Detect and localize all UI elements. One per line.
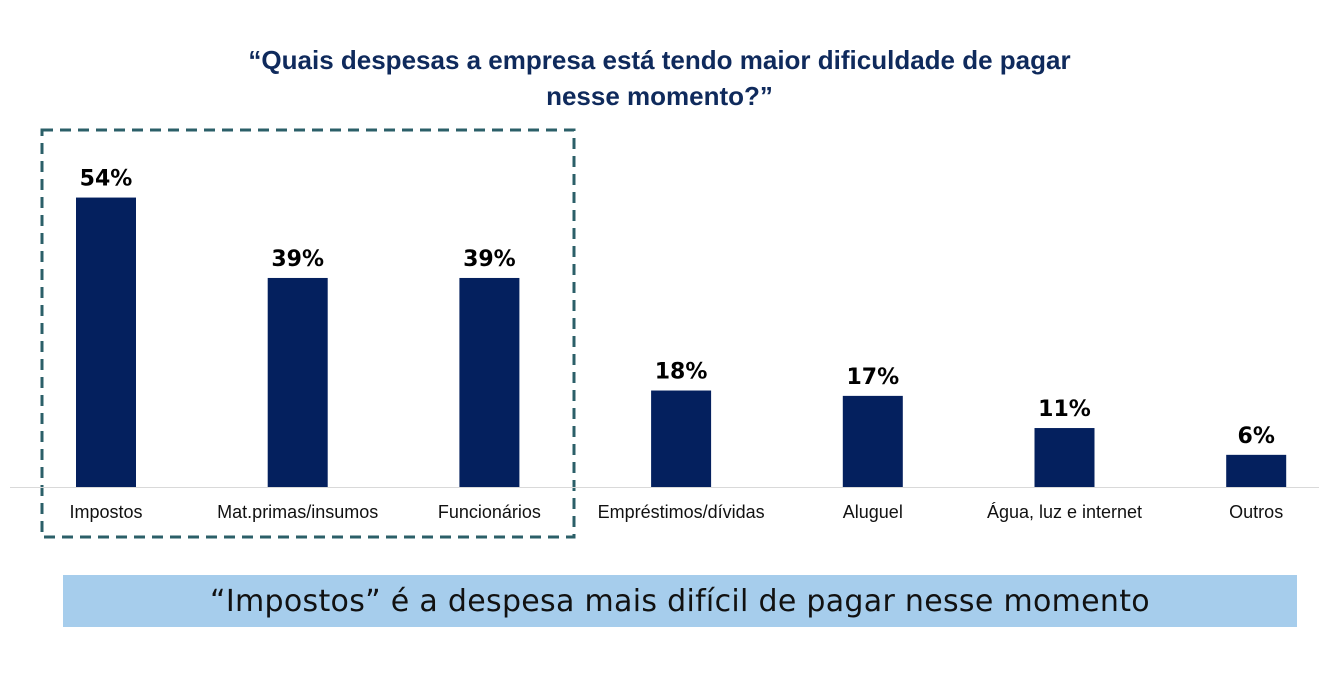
- category-label: Água, luz e internet: [987, 502, 1142, 522]
- category-label: Impostos: [69, 502, 142, 522]
- bar-1: [267, 277, 328, 487]
- bar-5: [1034, 428, 1095, 487]
- data-label: 17%: [846, 365, 899, 390]
- banner-text: “Impostos” é a despesa mais difícil de p…: [210, 583, 1150, 619]
- category-label: Mat.primas/insumos: [217, 502, 378, 522]
- data-label: 18%: [655, 360, 708, 385]
- category-label: Funcionários: [438, 502, 541, 522]
- bar-3: [651, 390, 712, 487]
- data-label: 6%: [1238, 424, 1275, 449]
- bar-6: [1226, 454, 1287, 487]
- bar-2: [459, 277, 520, 487]
- category-label: Outros: [1229, 502, 1283, 522]
- bar-4: [842, 395, 903, 487]
- data-label: 54%: [80, 167, 133, 192]
- data-label: 11%: [1038, 397, 1091, 422]
- highlight-box: [40, 128, 576, 539]
- data-label: 39%: [271, 247, 324, 272]
- chart-title-line2: nesse momento?”: [546, 81, 773, 111]
- bar-0: [76, 197, 136, 487]
- conclusion-banner: “Impostos” é a despesa mais difícil de p…: [63, 575, 1297, 627]
- chart-title: “Quais despesas a empresa está tendo mai…: [0, 42, 1319, 114]
- data-label: 39%: [463, 247, 516, 272]
- chart-title-line1: “Quais despesas a empresa está tendo mai…: [248, 45, 1071, 75]
- category-label: Empréstimos/dívidas: [598, 502, 765, 522]
- category-label: Aluguel: [843, 502, 903, 522]
